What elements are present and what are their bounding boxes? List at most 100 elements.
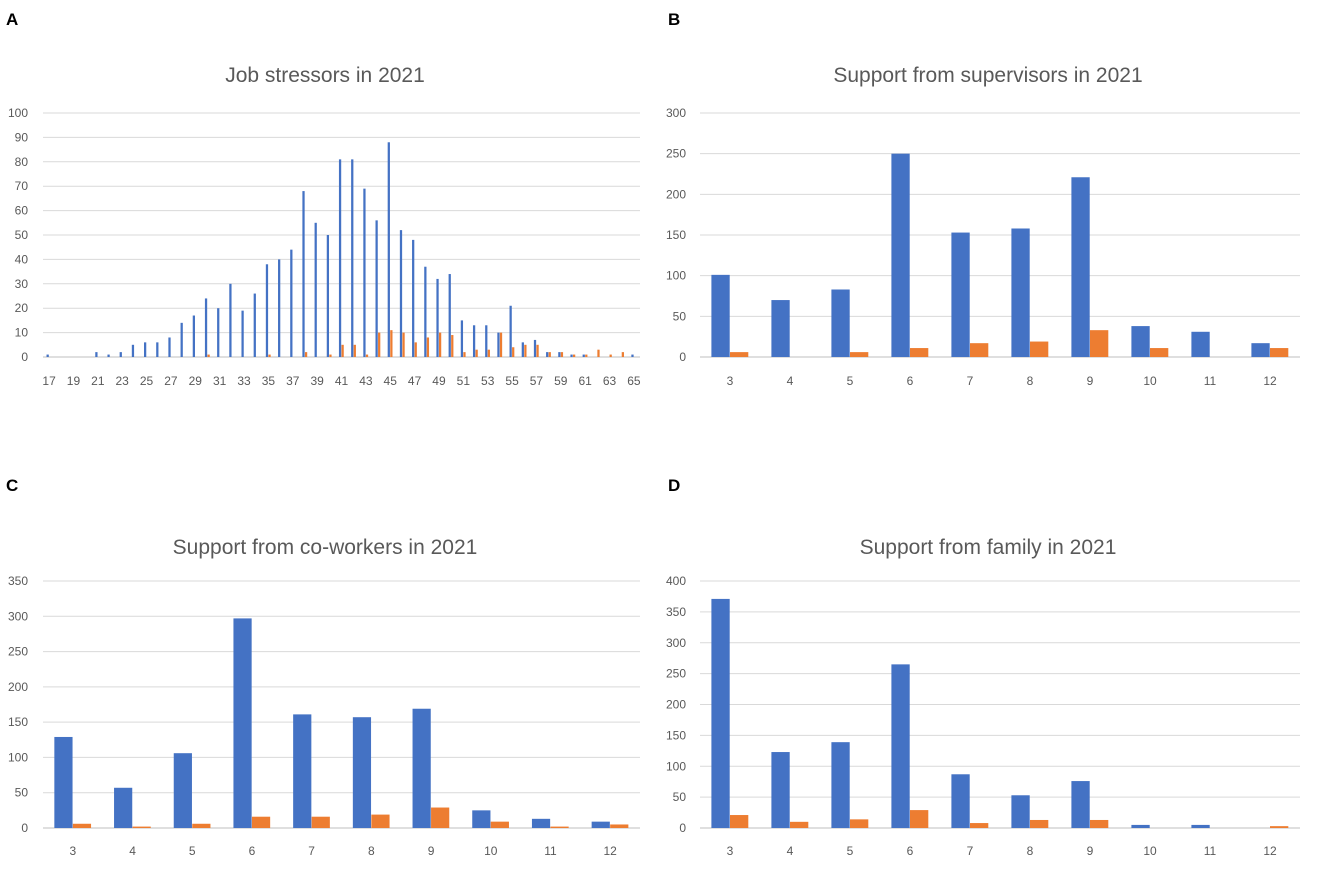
x-tick-label: 9 xyxy=(1087,374,1094,388)
y-tick-label: 100 xyxy=(8,106,28,120)
bar-series1-22 xyxy=(107,354,110,357)
bar-series1-35 xyxy=(265,264,269,357)
bar-series2-60 xyxy=(572,354,576,357)
bar-series1-53 xyxy=(485,325,488,357)
x-tick-label: 27 xyxy=(164,374,178,388)
bar-series1-33 xyxy=(241,310,244,357)
bar-series2-38 xyxy=(304,352,308,357)
chart-title: Support from co-workers in 2021 xyxy=(173,536,478,559)
bar-series2-61 xyxy=(585,354,588,357)
y-tick-label: 80 xyxy=(15,155,29,169)
bar-series1-8 xyxy=(1011,795,1030,828)
bar-series1-43 xyxy=(363,188,366,357)
x-tick-label: 55 xyxy=(505,374,519,388)
bar-series2-9 xyxy=(1090,819,1109,828)
bar-series2-62 xyxy=(597,349,600,357)
bar-series1-4 xyxy=(114,787,133,828)
x-tick-label: 25 xyxy=(140,374,154,388)
bar-series2-35 xyxy=(268,354,271,357)
y-tick-label: 50 xyxy=(15,228,29,242)
x-tick-label: 53 xyxy=(481,374,495,388)
bar-series2-47 xyxy=(414,342,417,357)
bar-series1-8 xyxy=(1011,228,1030,357)
bar-series2-7 xyxy=(970,823,989,828)
y-tick-label: 300 xyxy=(666,636,686,650)
bar-series1-9 xyxy=(1071,781,1090,828)
bar-series2-3 xyxy=(730,815,749,828)
bar-series2-4 xyxy=(132,826,151,828)
bar-series1-10 xyxy=(472,810,491,828)
y-tick-label: 150 xyxy=(666,228,686,242)
bar-series1-47 xyxy=(412,239,415,357)
x-tick-label: 37 xyxy=(286,374,300,388)
bar-series2-52 xyxy=(475,349,478,357)
bar-series2-12 xyxy=(1270,348,1289,357)
bar-series2-6 xyxy=(251,816,271,828)
x-tick-label: 3 xyxy=(727,844,734,858)
x-tick-label: 5 xyxy=(847,374,854,388)
x-tick-label: 31 xyxy=(213,374,227,388)
x-tick-label: 3 xyxy=(70,844,77,858)
bar-series1-37 xyxy=(290,249,293,357)
bar-series2-10 xyxy=(1150,348,1169,357)
bar-series2-12 xyxy=(1270,826,1289,828)
bar-series2-3 xyxy=(72,823,92,828)
bar-series2-8 xyxy=(371,814,390,828)
bar-series1-8 xyxy=(352,717,372,828)
bar-series1-29 xyxy=(192,315,195,357)
bar-series2-7 xyxy=(970,343,989,357)
x-tick-label: 6 xyxy=(907,844,914,858)
bar-series1-5 xyxy=(173,753,192,828)
x-tick-label: 51 xyxy=(457,374,471,388)
bar-series2-40 xyxy=(329,354,332,357)
bar-series1-36 xyxy=(278,259,281,357)
bar-series2-3 xyxy=(730,352,749,357)
bar-series1-58 xyxy=(546,352,549,357)
bar-series2-6 xyxy=(910,348,929,357)
bar-series2-58 xyxy=(548,352,551,357)
y-tick-label: 30 xyxy=(15,277,29,291)
bar-series1-49 xyxy=(436,278,439,357)
bar-series2-41 xyxy=(341,344,344,357)
y-tick-label: 200 xyxy=(8,680,28,694)
bar-series2-57 xyxy=(536,344,539,357)
y-tick-label: 250 xyxy=(8,645,28,659)
bar-series2-9 xyxy=(1090,330,1109,357)
bar-series1-11 xyxy=(531,818,551,828)
bar-series2-59 xyxy=(560,352,564,357)
bar-series1-38 xyxy=(302,191,305,357)
bar-series1-21 xyxy=(95,352,98,357)
y-tick-label: 200 xyxy=(666,187,686,201)
x-tick-label: 21 xyxy=(91,374,105,388)
x-tick-label: 23 xyxy=(116,374,130,388)
bar-series1-32 xyxy=(229,283,232,357)
bar-series1-10 xyxy=(1131,824,1150,828)
bar-series1-26 xyxy=(156,342,159,357)
bar-series1-27 xyxy=(168,337,171,357)
y-tick-label: 0 xyxy=(679,350,686,364)
bar-series1-31 xyxy=(217,308,220,357)
y-tick-label: 0 xyxy=(21,350,28,364)
bar-series2-54 xyxy=(499,332,503,357)
bar-series1-61 xyxy=(582,354,585,357)
x-tick-label: 6 xyxy=(249,844,256,858)
bar-series1-6 xyxy=(233,618,252,828)
x-tick-label: 4 xyxy=(787,374,794,388)
x-tick-label: 5 xyxy=(847,844,854,858)
y-tick-label: 100 xyxy=(8,750,28,764)
x-tick-label: 63 xyxy=(603,374,617,388)
bar-series1-65 xyxy=(631,354,634,357)
bar-series1-11 xyxy=(1191,331,1210,357)
bar-series2-7 xyxy=(311,816,330,828)
bar-series1-23 xyxy=(119,352,122,357)
y-tick-label: 50 xyxy=(673,790,687,804)
bar-series2-10 xyxy=(490,821,509,828)
bar-series1-10 xyxy=(1131,326,1150,357)
bar-series2-46 xyxy=(402,332,405,357)
panel-letter-d: D xyxy=(668,476,681,495)
chart-title: Job stressors in 2021 xyxy=(225,64,425,87)
bar-series2-63 xyxy=(609,354,612,357)
bar-series1-48 xyxy=(424,266,427,357)
y-tick-label: 100 xyxy=(666,759,686,773)
x-tick-label: 11 xyxy=(1204,844,1217,858)
